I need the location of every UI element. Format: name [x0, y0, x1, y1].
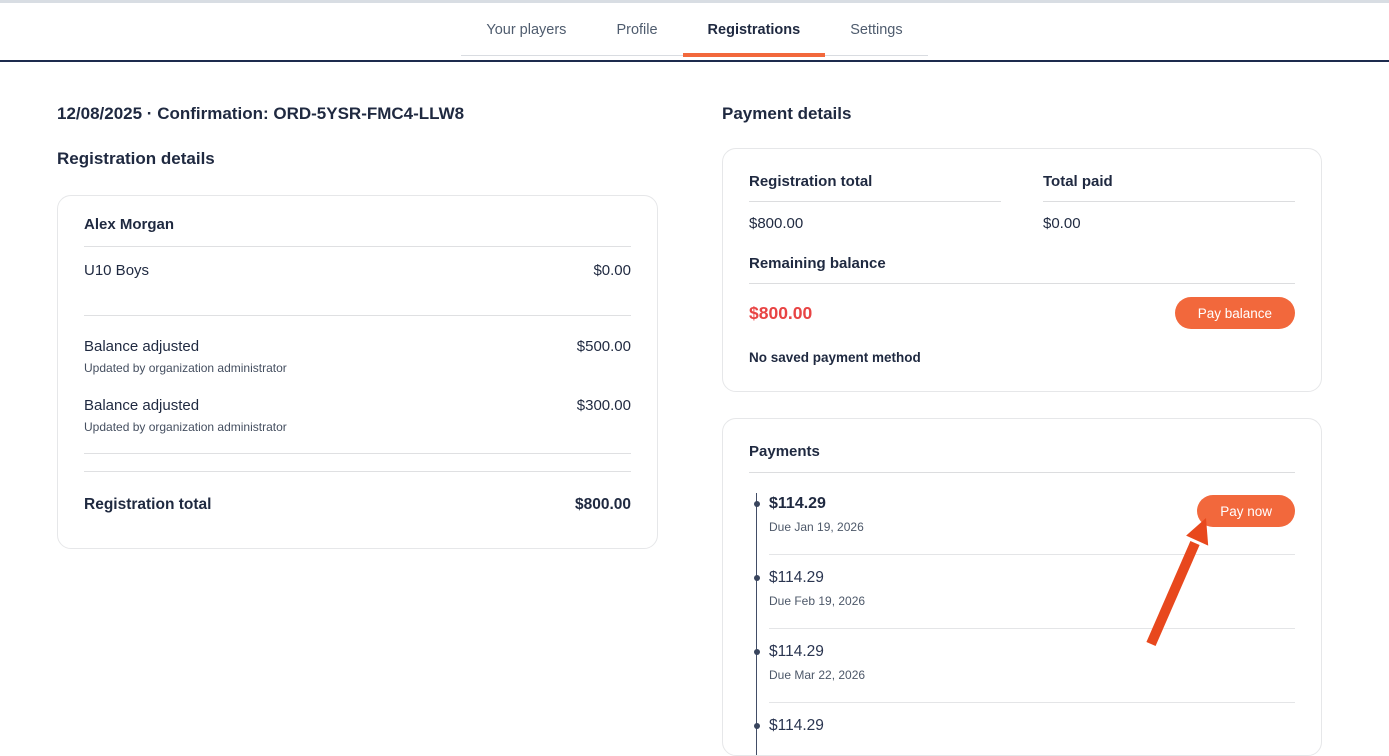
payment-due-date: Due Feb 19, 2026: [769, 594, 866, 608]
registration-total-value: $800.00: [749, 215, 804, 232]
pay-balance-button[interactable]: Pay balance: [1174, 297, 1295, 329]
line-item-row: U10 Boys $0.00: [84, 247, 631, 316]
payment-amount: $114.29: [769, 495, 826, 512]
registration-details-card: Alex Morgan U10 Boys $0.00 Balance adjus…: [57, 195, 658, 549]
payment-row: $114.29 Due Feb 19, 2026: [753, 555, 1295, 629]
payment-due-date: Due Mar 22, 2026: [769, 668, 866, 682]
adjustment-amount: $300.00: [576, 397, 631, 414]
adjustment-row: Balance adjusted Updated by organization…: [84, 316, 631, 375]
payment-details-card: Registration total $800.00 Total paid $0…: [722, 148, 1322, 392]
tab-registrations[interactable]: Registrations: [682, 14, 826, 57]
line-item-amount: $0.00: [593, 262, 631, 279]
tab-profile[interactable]: Profile: [616, 22, 658, 38]
payments-title: Payments: [749, 443, 1295, 473]
adjustment-label: Balance adjusted: [84, 397, 200, 414]
adjustment-note: Updated by organization administrator: [84, 361, 287, 375]
page-top-divider: [0, 0, 1389, 3]
registration-details-title: Registration details: [57, 149, 215, 168]
remaining-balance-header: Remaining balance: [749, 232, 1295, 284]
pay-now-button[interactable]: Pay now: [1197, 495, 1295, 527]
main-content: 12/08/2025 · Confirmation: ORD-5YSR-FMC4…: [0, 62, 1389, 756]
adjustment-label: Balance adjusted: [84, 338, 200, 355]
payment-amount: $114.29: [769, 643, 824, 660]
payment-row: $114.29 Due Mar 22, 2026: [753, 629, 1295, 703]
payment-column: Payment details Registration total $800.…: [722, 104, 1322, 756]
line-item-label: U10 Boys: [84, 262, 150, 279]
registration-total-amount: $800.00: [574, 496, 631, 513]
payments-timeline: $114.29 Due Jan 19, 2026 Pay now $114.29…: [753, 493, 1295, 755]
adjustment-row: Balance adjusted Updated by organization…: [84, 375, 631, 434]
tab-settings[interactable]: Settings: [850, 22, 903, 38]
payment-row: $114.29 Due Jan 19, 2026 Pay now: [753, 493, 1295, 555]
remaining-balance-value: $800.00: [749, 302, 813, 323]
total-separator: [84, 453, 631, 472]
player-name: Alex Morgan: [84, 216, 631, 247]
registration-total-label: Registration total: [84, 496, 212, 513]
total-paid-header: Total paid: [1043, 173, 1295, 202]
payment-amount: $114.29: [769, 717, 824, 734]
payment-row: $114.29: [753, 703, 1295, 755]
tab-bar: Your players Profile Registrations Setti…: [461, 14, 928, 57]
adjustment-amount: $500.00: [576, 338, 631, 355]
registration-column: 12/08/2025 · Confirmation: ORD-5YSR-FMC4…: [57, 104, 658, 756]
payments-card: Payments $114.29 Due Jan 19, 2026 Pay no…: [722, 418, 1322, 756]
no-saved-payment-method-text: No saved payment method: [749, 350, 921, 365]
total-paid-value: $0.00: [1043, 215, 1081, 232]
payment-details-title: Payment details: [722, 104, 852, 123]
payment-amount: $114.29: [769, 569, 824, 586]
payment-due-date: Due Jan 19, 2026: [769, 520, 864, 534]
registration-total-row: Registration total $800.00: [84, 472, 631, 528]
header: Your players Profile Registrations Setti…: [0, 3, 1389, 62]
adjustment-note: Updated by organization administrator: [84, 420, 287, 434]
registration-total-header: Registration total: [749, 173, 1001, 202]
order-confirmation-header: 12/08/2025 · Confirmation: ORD-5YSR-FMC4…: [57, 104, 465, 123]
tab-your-players[interactable]: Your players: [486, 22, 567, 38]
